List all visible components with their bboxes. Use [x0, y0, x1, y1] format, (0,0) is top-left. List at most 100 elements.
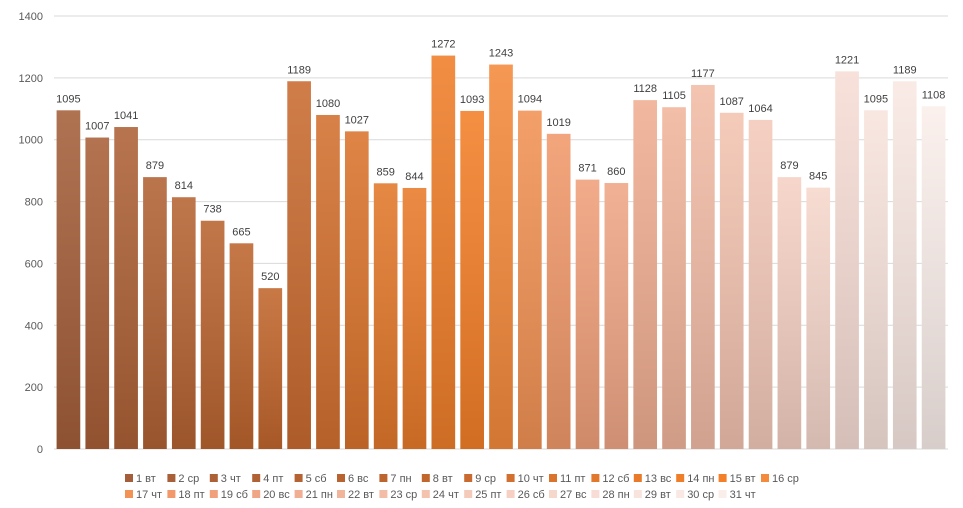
data-label: 1095	[864, 93, 888, 105]
legend-item-label: 25 пт	[475, 489, 501, 501]
data-label: 1007	[85, 121, 109, 133]
legend-swatch	[718, 474, 727, 482]
legend-item-label: 17 чт	[136, 489, 162, 501]
legend-item-label: 6 вс	[348, 473, 369, 485]
data-label: 860	[607, 166, 625, 178]
data-label: 1272	[431, 39, 455, 51]
legend-swatch	[209, 474, 218, 482]
data-label: 871	[578, 163, 596, 175]
data-label: 665	[232, 226, 250, 238]
legend-swatch	[252, 490, 261, 498]
legend-swatch	[633, 490, 642, 498]
data-label: 1041	[114, 110, 138, 122]
data-label: 520	[261, 271, 279, 283]
legend-item-label: 26 сб	[518, 489, 545, 501]
legend-item-label: 27 вс	[560, 489, 587, 501]
data-label: 1189	[287, 64, 311, 76]
bar-shading	[892, 81, 917, 450]
legend-item-label: 3 чт	[221, 473, 241, 485]
legend-item-label: 22 вт	[348, 489, 374, 501]
data-label: 1128	[633, 83, 657, 95]
legend-swatch	[464, 490, 473, 498]
legend-swatch	[676, 490, 685, 498]
legend-item-label: 11 пт	[560, 473, 585, 485]
data-label: 1243	[489, 48, 513, 60]
legend-item-label: 31 чт	[730, 489, 756, 501]
legend-swatch	[549, 490, 557, 498]
bar-shading	[835, 71, 859, 449]
legend-swatch	[549, 474, 557, 482]
legend-item-label: 18 пт	[178, 489, 204, 501]
data-label: 845	[809, 171, 827, 183]
data-label: 1094	[518, 94, 542, 106]
bar-shading	[402, 187, 427, 449]
legend-item-label: 23 ср	[390, 489, 417, 501]
y-tick-label: 1400	[19, 11, 43, 23]
legend-swatch	[506, 474, 515, 482]
bar-shading	[287, 81, 311, 450]
y-tick-label: 600	[25, 258, 43, 270]
legend-item-label: 9 ср	[475, 473, 496, 485]
data-label: 1105	[662, 90, 686, 102]
bar-shading	[748, 119, 773, 450]
legend-swatch	[676, 474, 685, 482]
legend-swatch	[591, 474, 600, 482]
legend-item-label: 13 вс	[645, 473, 672, 485]
legend-item-label: 5 сб	[306, 473, 327, 485]
legend-swatch	[633, 474, 642, 482]
legend-swatch	[337, 474, 345, 482]
y-tick-label: 400	[25, 320, 43, 332]
legend-item-label: 20 вс	[263, 489, 290, 501]
legend-item-label: 1 вт	[136, 473, 156, 485]
legend-item-label: 24 чт	[433, 489, 459, 501]
bar-shading	[431, 55, 456, 450]
legend-swatch	[252, 474, 261, 482]
y-tick-label: 1000	[19, 135, 43, 147]
data-label: 1095	[56, 93, 80, 105]
y-tick-label: 200	[25, 382, 43, 394]
bar-shading	[604, 183, 629, 449]
bar-shading	[662, 107, 686, 449]
bar-shading	[143, 177, 167, 449]
data-label: 1087	[719, 96, 743, 108]
bar-shading	[373, 183, 398, 449]
legend-item-label: 30 ср	[687, 489, 714, 501]
legend-swatch	[209, 490, 218, 498]
data-label: 859	[376, 166, 394, 178]
legend-item-label: 12 сб	[602, 473, 629, 485]
bar-shading	[921, 106, 946, 449]
data-label: 1080	[316, 98, 340, 110]
bar-shading	[518, 110, 542, 450]
bar-shading	[171, 197, 196, 449]
bar-shading	[489, 64, 513, 449]
data-labels: 1095 1007 1041 879 814 738 665 520 1189 1080 1027 8…	[56, 39, 945, 284]
data-label: 1064	[748, 103, 772, 115]
legend-swatch	[421, 490, 430, 498]
legend-swatch	[125, 490, 133, 498]
data-label: 1093	[460, 94, 484, 106]
legend-swatch	[591, 490, 600, 498]
legend-item-label: 28 пн	[602, 489, 629, 501]
legend-swatch	[464, 474, 473, 482]
legend-item-label: 19 сб	[221, 489, 248, 501]
legend-swatch	[167, 474, 176, 482]
legend-item-label: 15 вт	[730, 473, 756, 485]
bar-shading	[777, 177, 802, 449]
legend-item-label: 29 вт	[645, 489, 671, 501]
bar-shading	[460, 110, 484, 449]
legend-swatch	[337, 490, 345, 498]
bar-shading	[258, 288, 283, 449]
bars	[56, 55, 946, 450]
legend-swatch	[379, 474, 388, 482]
legend-swatch	[506, 490, 515, 498]
legend-swatch	[761, 474, 769, 482]
data-label: 879	[780, 160, 798, 172]
data-label: 1108	[922, 89, 946, 101]
bar-shading	[719, 112, 744, 449]
bar-shading	[316, 114, 340, 449]
bar-shading	[575, 179, 600, 450]
bar-shading	[56, 110, 81, 449]
bar-shading	[344, 131, 369, 449]
data-label: 844	[405, 171, 423, 183]
